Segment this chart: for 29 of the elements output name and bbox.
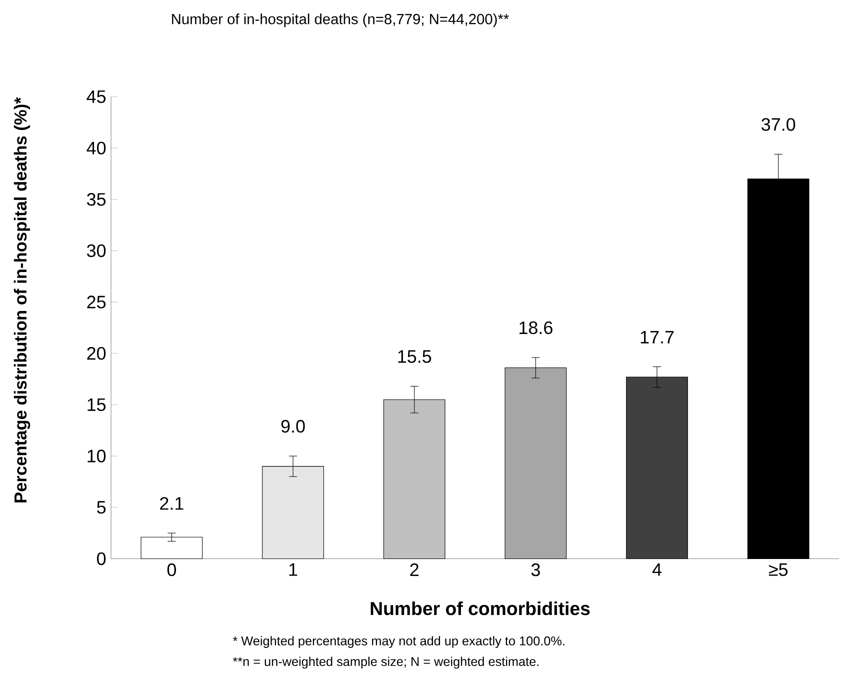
data-label: 18.6 [520, 321, 552, 334]
y-tick-label: 25 [87, 296, 106, 308]
data-label: 9.0 [281, 420, 305, 433]
text: * Weighted percentages may not add up exactly to 100.0%. [232, 636, 564, 648]
bar [383, 399, 446, 559]
y-tick-label: 35 [86, 193, 106, 206]
x-tick-label: 3 [531, 563, 540, 576]
y-axis-title: Percentage distribution of in-hospital deaths (%)* [14, 97, 30, 502]
data-label: 17.7 [640, 330, 674, 344]
x-tick-label: 2 [410, 563, 418, 576]
y-tick-label: 10 [88, 450, 106, 462]
data-label: 15.5 [398, 350, 432, 363]
bar [140, 536, 203, 559]
x-tick-label: ≥5 [768, 563, 788, 576]
y-tick-label: 45 [86, 90, 106, 103]
data-label: 37.0 [762, 118, 796, 131]
chart-title: Number of in-hospital deaths (n=8,779; N=44,200)** [172, 13, 509, 28]
y-tick-label: 0 [97, 552, 106, 566]
y-tick-label: 5 [97, 501, 106, 514]
x-tick-label: 0 [167, 563, 176, 576]
y-tick-label: 20 [87, 347, 106, 360]
y-tick-label: 30 [86, 244, 106, 258]
x-axis-title: Number of comorbidities [370, 601, 590, 616]
text: **n = un-weighted sample size; N = weighted estimate. [232, 656, 538, 669]
y-tick-label: 15 [88, 398, 106, 411]
x-tick-label: 1 [289, 563, 298, 576]
y-tick-label: 40 [86, 142, 106, 154]
data-label: 2.1 [160, 497, 184, 510]
x-tick-label: 4 [652, 563, 662, 576]
